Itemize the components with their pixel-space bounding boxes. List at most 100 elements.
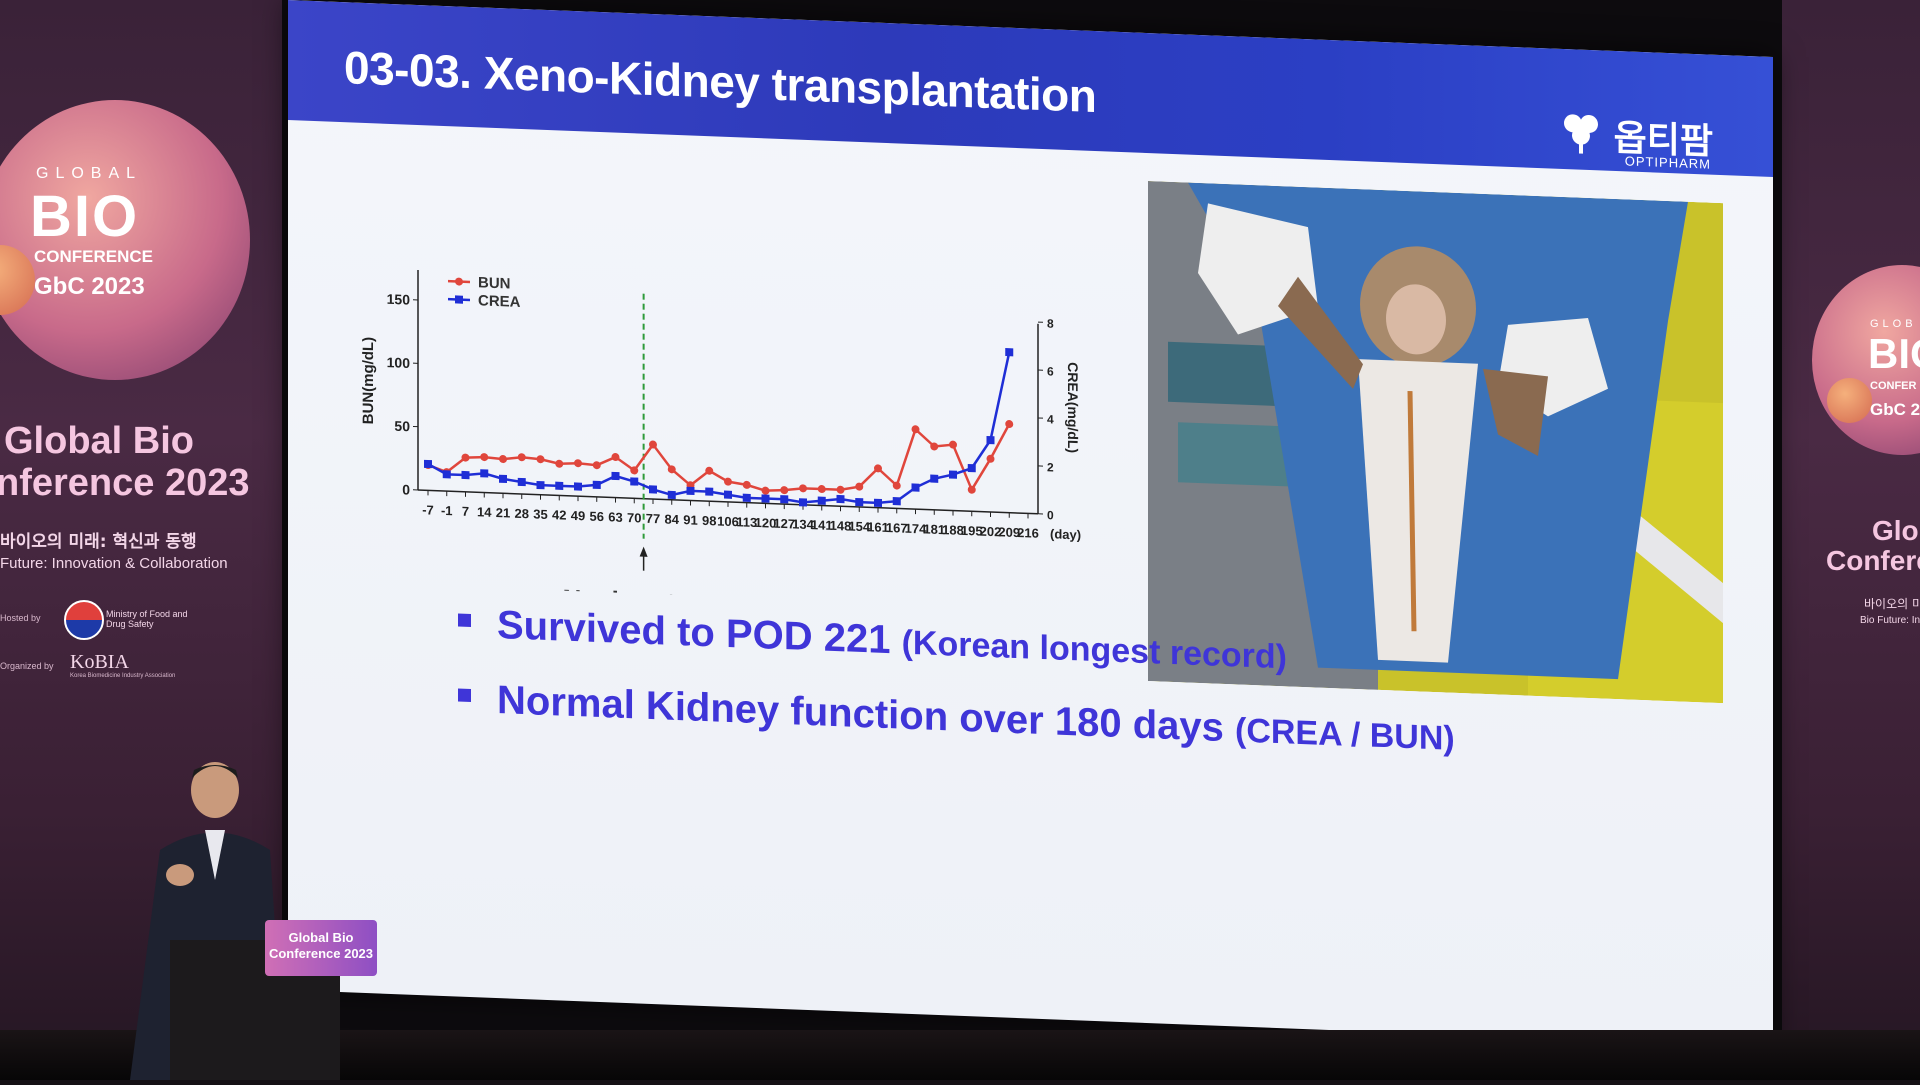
series-line-crea [428,330,1009,510]
bullet-square-icon [458,613,471,626]
hosted-label: Hosted by [0,613,41,623]
banner-bio: BIO [30,183,139,250]
crea-point [987,436,995,444]
crea-point [555,482,563,490]
y2-tick-label: 4 [1047,412,1054,426]
banner-english: Bio Future: Innov [1860,615,1920,626]
legend-label: CREA [478,292,521,311]
podium-sign: Global Bio Conference 2023 [265,920,377,976]
x-tick-label: 91 [683,512,697,528]
crea-point [518,478,526,486]
x-tick-label: 56 [590,509,604,525]
bun-point [555,460,563,468]
logo-english-text: OPTIPHARM [1625,153,1711,171]
bun-point [893,481,901,489]
x-tick-label: 28 [515,506,529,522]
crea-point [687,487,695,495]
banner-global: GLOBAL [36,165,142,183]
x-tick-label: 84 [665,511,680,527]
legend-marker [455,277,463,285]
crea-point [668,491,676,499]
crea-point [893,497,901,505]
bun-point [480,453,488,461]
y2-tick-label: 2 [1047,460,1054,474]
bun-point [537,455,545,463]
banner-title-2: Confere [1826,545,1920,577]
crea-point [743,494,751,502]
bun-point [930,442,938,450]
bun-point [912,425,920,433]
x-tick-label: 7 [462,504,469,519]
hosted-by-ministry: Ministry of Food and Drug Safety [106,609,206,629]
x-tick-label: -1 [441,503,453,518]
crea-point [462,471,470,479]
banner-title-2: nference 2023 [0,462,250,505]
x-tick-label: 216 [1017,525,1039,541]
banner-english: Future: Innovation & Collaboration [0,555,228,572]
crea-point [874,499,882,507]
banner-korean: 바이오의 미래: 혁신과 동행 [0,527,197,552]
crea-point [724,491,732,499]
banner-conference: CONFERENCE [34,247,153,267]
crea-point [574,482,582,490]
crea-point [649,485,657,493]
y2-axis-label: CREA(mg/dL) [1065,362,1081,454]
crea-point [612,472,620,480]
crea-point [968,464,976,472]
crea-point [780,495,788,503]
bun-point [668,465,676,473]
banner-gbc: GbC 2023 [34,273,145,301]
right-banner: GLOB BIO CONFER GbC 2 Glob Confere 바이오의 … [1772,0,1920,1080]
monkey-photo [1148,181,1723,703]
crea-point [499,475,507,483]
podium-sign-line1: Global Bio [265,930,377,946]
bun-point [612,453,620,461]
legend-label: BUN [478,274,510,292]
crea-point [443,470,451,478]
crea-point [912,483,920,491]
x-tick-label: 42 [552,507,566,523]
crea-point [593,481,601,489]
banner-blob-small [1827,378,1872,423]
y2-tick-label: 0 [1047,508,1054,522]
x-tick-label: 14 [477,504,492,520]
organizer-logo: KoBIA [70,651,129,674]
presentation-slide: 03-03. Xeno-Kidney transplantation 옵티팜 O… [288,0,1773,1047]
x-tick-label: -7 [422,502,434,517]
legend-marker [455,295,463,303]
x-tick-label: 35 [533,506,547,522]
bullet-kidney-function: Normal Kidney function over 180 days (CR… [458,677,1455,760]
crea-point [837,495,845,503]
crea-point [762,494,770,502]
bun-point [518,453,526,461]
y-axis-label: BUN(mg/dL) [360,337,377,425]
banner-bio: BIO [1868,330,1920,378]
slide-title: 03-03. Xeno-Kidney transplantation [344,40,1096,123]
y-tick-label: 100 [387,354,411,371]
photo-illustration [1148,181,1723,703]
podium-sign-line2: Conference 2023 [265,946,377,962]
bun-point [837,486,845,494]
y-tick-label: 150 [387,291,411,308]
y2-tick-label: 8 [1047,316,1054,330]
bun-point [818,485,826,493]
crea-point [930,475,938,483]
crea-point [705,487,713,495]
banner-global: GLOB [1870,318,1917,330]
crea-point [480,469,488,477]
x-tick-label: 98 [702,513,716,529]
banner-conference: CONFER [1870,380,1916,392]
bun-point [799,484,807,492]
banner-title: Glob [1872,515,1920,547]
bun-point [724,477,732,485]
x-tick-label: 49 [571,508,585,524]
x-tick-label: 77 [646,511,660,527]
x-tick-label: 63 [608,509,622,525]
banner-title: Global Bio [4,420,194,463]
x-tick-label: 21 [496,505,510,521]
bullet-square-icon [458,688,471,701]
y-tick-label: 0 [402,481,410,497]
x-axis-label: (day) [1050,526,1081,542]
